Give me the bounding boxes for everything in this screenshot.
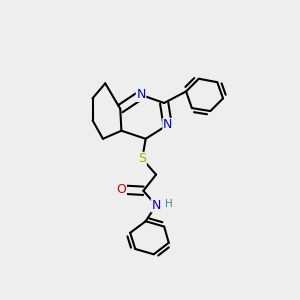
Text: N: N (163, 118, 172, 131)
Text: S: S (138, 152, 146, 165)
Text: O: O (116, 183, 126, 196)
Text: N: N (152, 199, 161, 212)
Text: N: N (136, 88, 146, 101)
Text: H: H (165, 199, 172, 209)
